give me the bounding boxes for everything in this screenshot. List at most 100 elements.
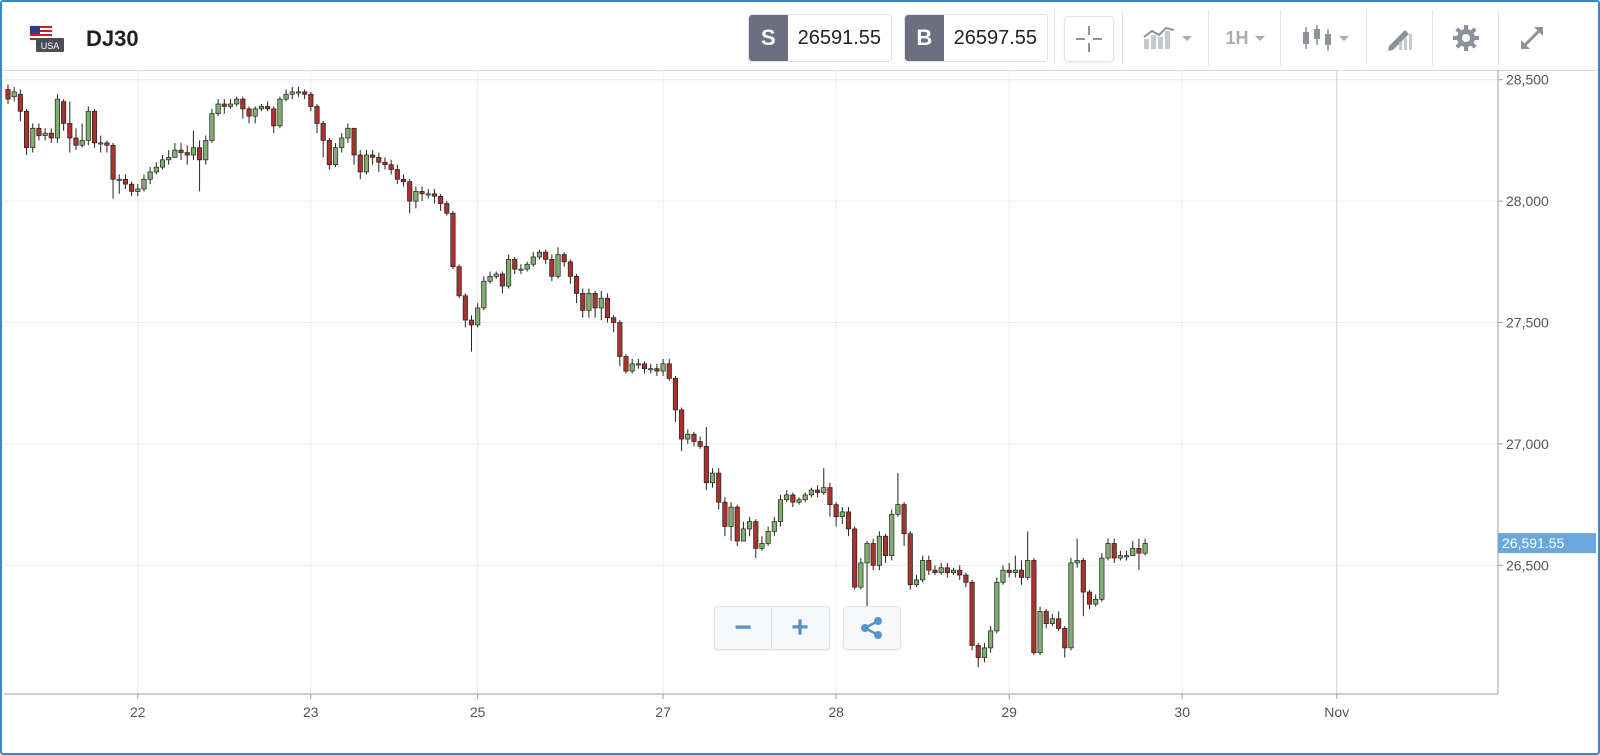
- zoom-in-button[interactable]: +: [791, 611, 809, 644]
- candle: [981, 643, 987, 663]
- candle: [475, 303, 481, 328]
- chart-toolbar: USA DJ30 S 26591.55 B 26597.55 1H: [2, 2, 1598, 71]
- candle: [265, 101, 271, 112]
- candle-body: [110, 144, 116, 180]
- chevron-down-icon: [1254, 35, 1265, 41]
- candle-body: [691, 433, 697, 442]
- candle-body: [1056, 618, 1062, 629]
- candle-body: [1049, 618, 1055, 624]
- candle: [1000, 565, 1006, 585]
- candle: [740, 521, 746, 542]
- line-chart-icon: [1143, 26, 1175, 49]
- candle: [586, 288, 592, 318]
- drawing-tools-button[interactable]: [1376, 16, 1424, 60]
- candle: [184, 145, 190, 165]
- candle-body: [116, 178, 122, 181]
- candle: [944, 562, 950, 578]
- candle: [5, 84, 11, 104]
- candle-body: [456, 266, 462, 297]
- buy-tag: B: [905, 15, 944, 61]
- buy-price-box[interactable]: B 26597.55: [904, 14, 1048, 62]
- candle: [277, 96, 283, 129]
- candle: [839, 507, 845, 525]
- candle-body: [1117, 555, 1123, 559]
- candle: [67, 101, 73, 153]
- candle: [808, 487, 814, 498]
- candle-body: [1025, 560, 1031, 578]
- candle: [777, 494, 784, 527]
- candle: [790, 492, 796, 508]
- candle-body: [444, 203, 450, 214]
- candle-body: [203, 140, 209, 161]
- candle: [969, 579, 975, 651]
- candle-body: [1142, 543, 1148, 554]
- candle-body: [685, 433, 691, 440]
- candle: [203, 135, 209, 165]
- candle: [30, 123, 36, 153]
- candle-body: [1031, 560, 1037, 654]
- candle-body: [660, 363, 666, 372]
- candle: [382, 157, 388, 170]
- share-button[interactable]: [843, 606, 901, 650]
- zoom-out-button[interactable]: −: [734, 611, 752, 644]
- candle: [400, 174, 407, 187]
- candle: [703, 426, 709, 491]
- candle: [357, 150, 363, 180]
- candle: [833, 502, 839, 527]
- candle-body: [883, 535, 889, 556]
- fullscreen-button[interactable]: [1508, 16, 1556, 60]
- candle-body: [227, 103, 234, 107]
- candle-body: [777, 499, 784, 522]
- candle: [240, 96, 246, 119]
- candle-body: [1130, 547, 1136, 556]
- candle: [135, 184, 141, 197]
- candle: [870, 538, 876, 571]
- candle-body: [679, 409, 685, 440]
- candle-body: [530, 256, 536, 265]
- settings-button[interactable]: [1442, 16, 1490, 60]
- candle-body: [1043, 611, 1049, 624]
- x-tick-label: 27: [655, 704, 671, 720]
- candle-body: [98, 142, 104, 145]
- candle-body: [672, 378, 678, 411]
- candle-body: [839, 511, 845, 518]
- candle: [221, 99, 227, 114]
- candle-body: [240, 98, 246, 110]
- candle: [61, 99, 67, 131]
- candle-body: [716, 472, 722, 503]
- candle-body: [1018, 569, 1025, 578]
- candle-body: [190, 147, 196, 156]
- candle: [73, 128, 79, 151]
- timeframe-button[interactable]: 1H: [1218, 16, 1272, 60]
- candle-body: [938, 567, 944, 573]
- candle: [561, 252, 567, 267]
- candle-body: [543, 251, 549, 260]
- chart-grid: [4, 70, 1498, 694]
- candle-body: [351, 127, 357, 156]
- candle-body: [734, 506, 740, 542]
- candle: [91, 108, 98, 148]
- candle-body: [499, 273, 505, 287]
- candle-body: [623, 356, 629, 372]
- candle-body: [784, 494, 790, 501]
- candle-body: [1105, 543, 1111, 559]
- crosshair-button[interactable]: [1064, 16, 1114, 62]
- x-tick-label: 23: [303, 704, 319, 720]
- candle-body: [135, 188, 141, 192]
- toolbar-divider: [1432, 10, 1433, 66]
- candle: [913, 575, 920, 588]
- candle: [1068, 558, 1074, 651]
- candle-body: [821, 487, 827, 493]
- candle-body: [283, 93, 289, 100]
- candle: [709, 468, 716, 488]
- candle: [332, 142, 339, 168]
- candle: [604, 293, 611, 323]
- candle: [166, 150, 172, 165]
- candle: [734, 504, 740, 546]
- candle-type-button[interactable]: [1292, 16, 1358, 60]
- candle-body: [302, 91, 308, 95]
- chart-style-button[interactable]: [1136, 16, 1198, 60]
- sell-price-box[interactable]: S 26591.55: [748, 14, 892, 62]
- candle-body: [289, 91, 295, 95]
